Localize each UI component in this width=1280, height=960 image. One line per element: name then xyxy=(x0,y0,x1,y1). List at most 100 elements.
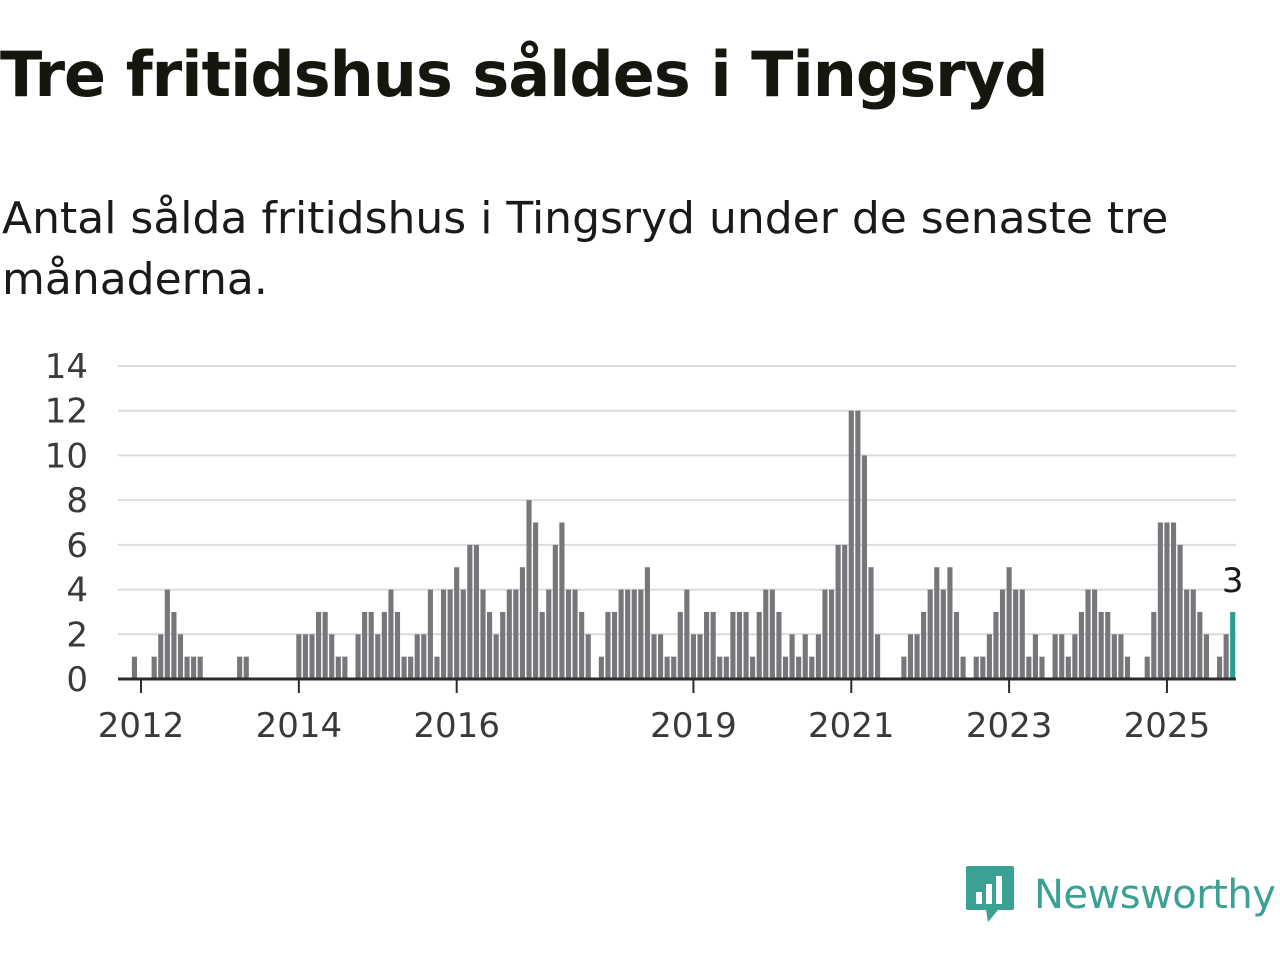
bar xyxy=(467,544,473,679)
bar xyxy=(191,656,197,679)
bar xyxy=(684,589,690,679)
bar xyxy=(980,656,986,679)
y-tick-label: 6 xyxy=(66,526,88,566)
bar xyxy=(973,656,979,679)
bar xyxy=(1111,634,1117,679)
bar xyxy=(947,567,953,679)
bar xyxy=(789,634,795,679)
bar xyxy=(796,656,802,679)
bar xyxy=(605,611,611,679)
bar xyxy=(704,611,710,679)
x-axis: 2012 2014 2016 2019 2021 2023 2025 xyxy=(98,677,1236,746)
bar xyxy=(1170,522,1177,679)
x-tick-label: 2014 xyxy=(256,706,343,746)
bar xyxy=(1092,589,1098,679)
bar xyxy=(421,634,427,679)
bar xyxy=(237,656,243,679)
y-tick-label: 0 xyxy=(66,660,88,700)
bar xyxy=(1157,522,1163,679)
bar xyxy=(1006,567,1012,679)
bar xyxy=(868,567,874,679)
bar xyxy=(164,589,170,679)
bar xyxy=(1177,544,1183,679)
bar xyxy=(1223,634,1229,679)
bar xyxy=(447,589,453,679)
bar xyxy=(480,589,486,679)
bar xyxy=(513,589,519,679)
bar xyxy=(697,634,703,679)
bar-highlight xyxy=(1230,611,1236,679)
bar xyxy=(500,611,506,679)
bar xyxy=(723,656,729,679)
bar xyxy=(197,656,203,679)
bar xyxy=(815,634,821,679)
x-tick-label: 2025 xyxy=(1124,706,1211,746)
bar xyxy=(953,611,960,679)
bar xyxy=(1190,589,1196,679)
bar xyxy=(631,589,637,679)
bar xyxy=(750,656,756,679)
bar xyxy=(644,567,650,679)
y-tick-label: 14 xyxy=(45,347,88,387)
bar xyxy=(1013,589,1019,679)
y-tick-label: 4 xyxy=(66,571,88,611)
bar xyxy=(381,611,387,679)
chart-subtitle: Antal sålda fritidshus i Tingsryd under … xyxy=(2,193,1169,305)
bar xyxy=(1105,611,1111,679)
bar xyxy=(454,567,460,679)
bar xyxy=(355,634,361,679)
brand-name: Newsworthy xyxy=(1034,872,1276,918)
bar xyxy=(776,611,782,679)
bar xyxy=(243,656,249,679)
bar xyxy=(158,634,164,679)
bar xyxy=(598,656,604,679)
bar xyxy=(651,634,657,679)
bar xyxy=(1052,634,1058,679)
bar xyxy=(414,634,420,679)
bar xyxy=(565,589,572,679)
bar xyxy=(131,656,138,679)
bar xyxy=(934,567,940,679)
bar xyxy=(151,656,157,679)
data-labels: 3 xyxy=(1222,561,1244,601)
bar xyxy=(296,634,302,679)
bar xyxy=(546,589,552,679)
x-tick-label: 2021 xyxy=(808,706,895,746)
bar xyxy=(1144,656,1150,679)
bar xyxy=(611,611,618,679)
bar xyxy=(1026,656,1032,679)
bar xyxy=(927,589,933,679)
bar xyxy=(828,589,835,679)
x-tick-label: 2016 xyxy=(413,706,500,746)
bar xyxy=(487,611,493,679)
bars xyxy=(131,410,1236,679)
bar xyxy=(763,589,769,679)
bar xyxy=(822,589,828,679)
bar xyxy=(1065,656,1071,679)
bar xyxy=(1078,611,1085,679)
bar xyxy=(427,589,433,679)
bar xyxy=(572,589,578,679)
bar xyxy=(1216,656,1223,679)
bar xyxy=(1019,589,1025,679)
bar xyxy=(809,656,815,679)
y-tick-label: 12 xyxy=(45,392,88,432)
bar xyxy=(401,656,407,679)
bar xyxy=(861,455,867,679)
bar xyxy=(743,611,749,679)
bar xyxy=(519,567,526,679)
bar xyxy=(625,589,631,679)
y-tick-label: 8 xyxy=(66,481,88,521)
bar xyxy=(316,611,322,679)
bar xyxy=(690,634,697,679)
bar xyxy=(309,634,315,679)
newsworthy-logo: Newsworthy xyxy=(964,864,1276,926)
bar xyxy=(552,544,558,679)
bar xyxy=(184,656,190,679)
bar xyxy=(999,589,1006,679)
page-title: Tre fritidshus såldes i Tingsryd xyxy=(0,38,1049,111)
bar xyxy=(579,611,585,679)
bar xyxy=(329,634,335,679)
grid-lines xyxy=(118,365,1236,636)
bar xyxy=(342,656,348,679)
